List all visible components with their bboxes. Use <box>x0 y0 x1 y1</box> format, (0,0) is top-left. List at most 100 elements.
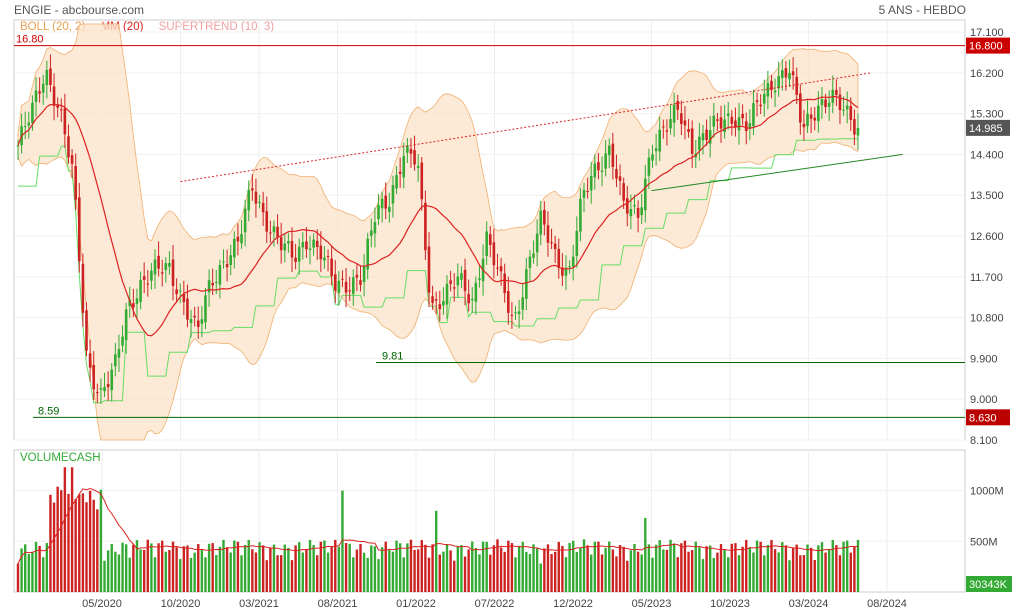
volume-bar <box>197 544 200 592</box>
candle-body <box>337 280 341 293</box>
candle-body <box>535 233 539 253</box>
volume-bar <box>402 557 405 592</box>
volume-bar <box>748 547 752 592</box>
candle-body <box>806 113 809 127</box>
candle-body <box>485 231 488 257</box>
period-label[interactable]: 5 ANS - HEBDO <box>878 3 966 17</box>
volume-bar <box>644 517 647 592</box>
volume-bar <box>784 545 788 592</box>
candle-body <box>351 277 355 294</box>
candle-body <box>207 280 211 293</box>
volume-bar <box>593 541 597 592</box>
volume-bar <box>471 541 474 592</box>
candle-body <box>712 115 716 127</box>
volume-bar <box>546 544 550 592</box>
volume-bar <box>622 546 625 592</box>
volume-bar <box>521 541 524 592</box>
candle-body <box>568 266 571 268</box>
candle-body <box>222 261 225 263</box>
candle-body <box>636 207 640 218</box>
candle-body <box>784 68 788 78</box>
volume-bar <box>308 540 312 592</box>
candle-body <box>561 267 564 276</box>
volume-bar <box>218 546 222 592</box>
x-tick-label: 08/2021 <box>318 598 358 610</box>
candle-body <box>463 269 467 291</box>
volume-bar <box>193 552 196 592</box>
x-tick-label: 05/2020 <box>82 598 122 610</box>
volume-bar <box>272 544 276 592</box>
volume-bar <box>74 498 77 592</box>
volume-bar <box>370 545 373 592</box>
candle-body <box>214 282 218 284</box>
legend-supertrend[interactable]: SUPERTREND (10, 3) <box>158 21 275 33</box>
volume-bar <box>146 539 149 592</box>
candle-body <box>460 273 463 280</box>
candle-body <box>41 83 45 93</box>
candle-body <box>716 119 719 121</box>
candle-body <box>254 191 258 204</box>
volume-bar <box>24 544 27 592</box>
volume-bar <box>579 547 582 592</box>
level-label: 9.81 <box>382 350 403 362</box>
candle-body <box>517 311 521 315</box>
volume-bar <box>514 557 517 592</box>
volume-bar <box>99 489 103 592</box>
candle-body <box>142 276 146 280</box>
volume-bar <box>849 552 852 592</box>
candle-body <box>384 195 388 209</box>
volume-bar <box>766 544 770 592</box>
volume-bar <box>788 560 791 592</box>
candle-body <box>272 226 276 233</box>
volume-bar <box>114 551 117 592</box>
candle-body <box>395 175 398 189</box>
legend-boll[interactable]: BOLL (20, 2) <box>20 21 86 33</box>
volume-bar <box>759 541 762 592</box>
candle-body <box>452 287 456 289</box>
candle-body <box>539 210 543 235</box>
candle-body <box>802 123 806 128</box>
volume-bar <box>838 555 842 592</box>
axis-price-tag-label: 8.630 <box>969 412 997 424</box>
volume-bar <box>233 540 236 592</box>
candle-body <box>406 145 409 153</box>
candle-body <box>424 202 427 251</box>
x-tick-label: 12/2022 <box>553 598 593 610</box>
volume-bar <box>809 547 813 592</box>
volume-bar <box>229 552 232 592</box>
candle-body <box>582 189 586 198</box>
candle-body <box>135 298 139 304</box>
candle-body <box>294 257 297 262</box>
x-tick-label: 03/2024 <box>789 598 829 610</box>
candle-body <box>106 383 110 388</box>
candle-body <box>705 129 708 141</box>
volume-bar <box>34 541 38 592</box>
candle-body <box>838 94 842 111</box>
volume-bar <box>460 545 463 592</box>
volume-bar <box>56 486 59 592</box>
volume-bar <box>582 539 586 592</box>
candle-body <box>809 114 813 119</box>
volume-bar <box>301 552 305 592</box>
candle-body <box>315 240 319 247</box>
candle-body <box>258 201 261 203</box>
axis-price-tag-label: 16.800 <box>969 41 1003 53</box>
candle-body <box>701 133 705 141</box>
volume-bar <box>499 547 503 592</box>
candle-body <box>128 299 132 307</box>
candle-body <box>150 270 153 281</box>
volume-average-line <box>17 487 859 564</box>
volume-bar <box>398 543 402 592</box>
volume-bar <box>110 543 113 592</box>
volume-bar <box>647 544 651 592</box>
volume-bar <box>694 541 697 592</box>
candle-body <box>34 90 38 103</box>
volume-bar <box>741 546 744 592</box>
candle-body <box>427 246 431 293</box>
volume-bar <box>636 551 640 592</box>
candle-body <box>737 117 741 131</box>
volume-bar <box>189 557 193 592</box>
volume-bar <box>175 547 178 592</box>
volume-bar <box>564 557 568 592</box>
